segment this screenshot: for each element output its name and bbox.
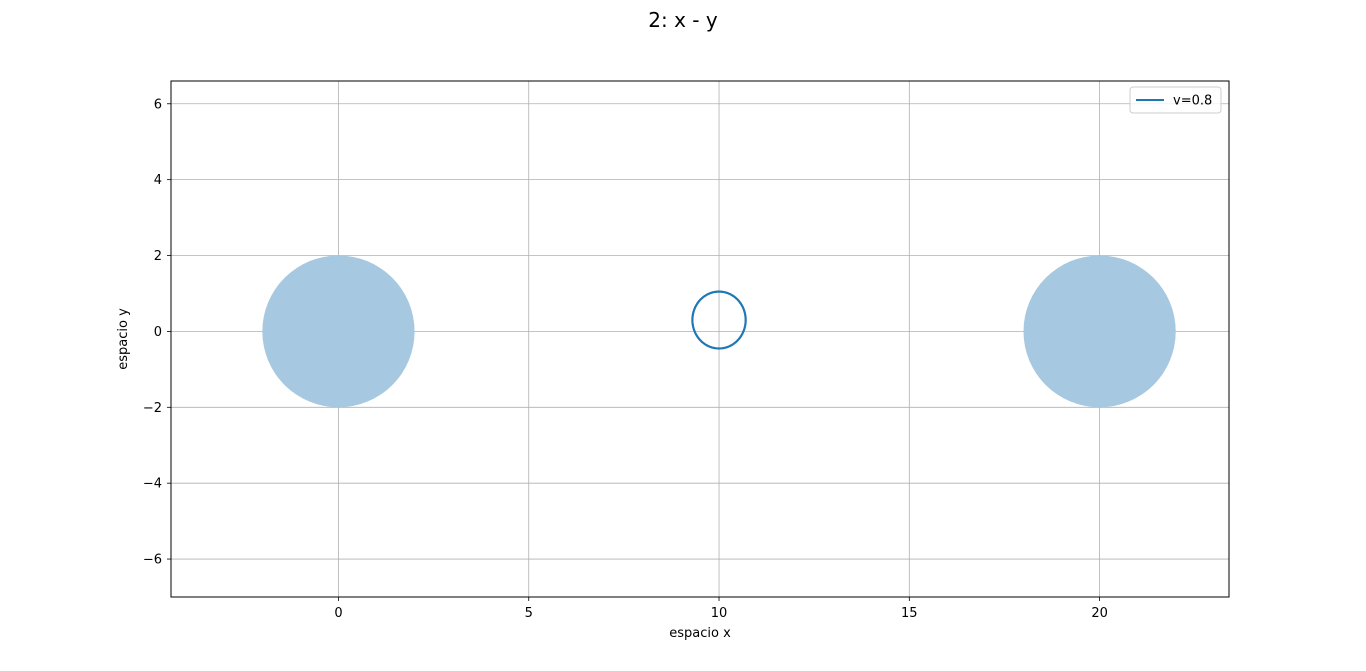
x-tick-label: 15 xyxy=(901,606,918,621)
x-tick-label: 20 xyxy=(1091,606,1108,621)
legend-box xyxy=(1129,86,1222,114)
y-axis-ticks: −6 −4 −2 0 2 4 6 xyxy=(143,97,171,568)
bodies xyxy=(262,255,1176,408)
y-tick-label: −6 xyxy=(143,553,162,568)
legend-label: v=0.8 xyxy=(1173,94,1212,109)
body-circle xyxy=(1023,255,1176,408)
x-axis-ticks: 0 5 10 15 20 xyxy=(334,597,1108,621)
series-layer xyxy=(691,290,747,350)
y-axis-label: espacio y xyxy=(116,308,131,370)
legend: v=0.8 xyxy=(1129,86,1222,114)
y-tick-label: 0 xyxy=(154,325,162,340)
y-tick-label: 2 xyxy=(154,249,162,264)
x-tick-label: 5 xyxy=(525,606,533,621)
plot-frame xyxy=(170,80,1230,598)
y-tick-label: −4 xyxy=(143,477,162,492)
x-tick-label: 10 xyxy=(711,606,728,621)
x-tick-label: 0 xyxy=(334,606,342,621)
x-axis-label: espacio x xyxy=(669,626,731,641)
series-line xyxy=(691,290,747,350)
y-tick-label: 4 xyxy=(154,173,162,188)
y-tick-label: −2 xyxy=(143,401,162,416)
y-tick-label: 6 xyxy=(154,97,162,112)
body-circle xyxy=(262,255,415,408)
chart-title: 2: x - y xyxy=(648,8,718,32)
